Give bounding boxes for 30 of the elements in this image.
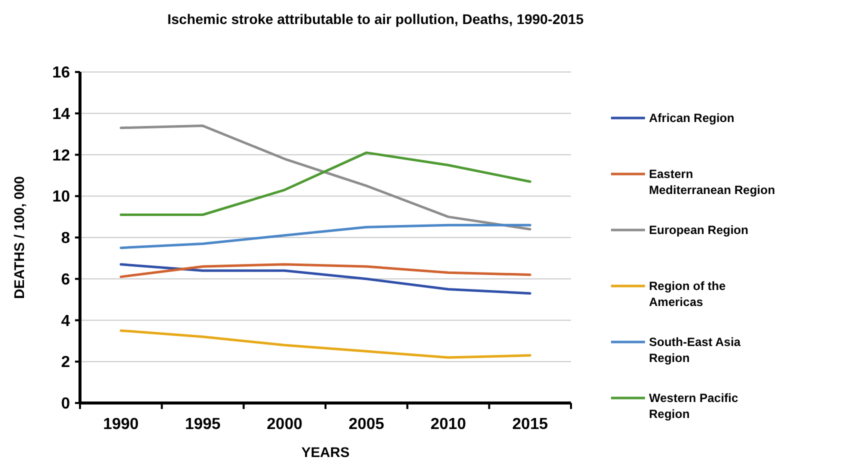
x-tick-label: 2010 [430,416,466,433]
line-series [120,124,532,230]
legend-label: European Region [649,223,748,238]
x-axis-title: YEARS [301,444,350,460]
legend-label: South-East Asia Region [649,335,741,365]
y-tick-label: 14 [52,106,70,123]
y-tick-label: 10 [52,188,70,206]
x-tick-label: 2000 [266,416,302,433]
y-tick-label: 6 [61,271,70,288]
y-tick-label: 12 [52,147,70,164]
x-tick-label: 2015 [512,416,548,433]
x-tick-label: 1990 [103,416,139,433]
line-series [120,329,532,359]
line-series [120,263,532,278]
legend-label: Region of the Americas [649,279,726,309]
legend-label: Eastern Mediterranean Region [649,167,776,197]
line-series [120,151,532,216]
line-series [120,263,532,295]
line-series [120,224,532,250]
x-tick-label: 2005 [348,416,384,433]
y-tick-label: 2 [61,354,70,372]
legend-label: African Region [649,111,734,126]
y-tick-label: 16 [52,64,70,82]
legend-label: Western Pacific Region [649,391,738,421]
x-tick-label: 1995 [184,416,221,433]
y-tick-label: 4 [61,312,70,330]
chart-title: Ischemic stroke attributable to air pollution, Deaths, 1990-2015 [167,11,584,27]
y-tick-label: 8 [61,230,70,248]
y-axis-title: DEATHS / 100, 000 [11,176,27,299]
y-tick-label: 0 [61,396,70,413]
